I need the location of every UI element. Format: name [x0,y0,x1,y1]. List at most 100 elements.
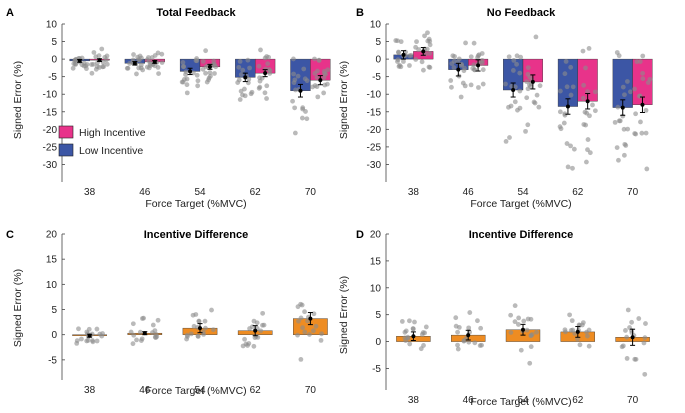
panel-a-participant-dot [323,71,329,77]
panel-b-participant-dot [621,126,627,132]
panel-d-participant-dot [407,318,412,324]
panel-a-participant-dot [89,70,95,76]
panel-b-participant-dot [562,112,568,118]
panel-b-participant-dot [468,54,474,60]
panel-b-participant-dot [568,143,573,149]
panel-a-participant-dot [136,65,142,71]
panel-a-participant-dot [264,83,270,89]
panel-b-participant-dot [413,57,419,62]
panel-d-ytick-label: 20 [370,230,382,241]
panel-a-participant-dot [207,70,213,75]
panel-b-xtick-label: 62 [572,187,584,198]
panel-b-participant-dot [643,107,649,113]
panel-a-mean-marker [77,58,82,63]
panel-b-xlabel: Force Target (%MVC) [470,198,571,210]
panel-b-mean-marker [565,104,570,109]
panel-c-participant-dot [85,338,91,343]
panel-d-participant-dot [585,333,590,339]
panel-a-participant-dot [140,67,146,73]
panel-b-participant-dot [421,67,426,73]
panel-a-participant-dot [195,83,201,89]
panel-a-mean-marker [188,69,193,74]
panel-b-participant-dot [479,57,485,63]
panel-b-title: No Feedback [487,7,556,19]
panel-a-mean-marker [243,75,248,80]
panel-a-ylabel: Signed Error (%) [12,61,24,139]
panel-a-xtick-label: 62 [250,187,262,198]
panel-d-participant-dot [563,329,568,335]
panel-a-participant-dot [103,57,109,63]
panel-c-xtick-label: 70 [305,385,317,396]
panel-a-participant-dot [262,90,268,96]
panel-a-participant-dot [236,64,242,70]
panel-d-participant-dot [624,356,630,361]
panel-a-participant-dot [237,97,243,102]
panel-d-participant-dot [461,338,467,343]
panel-c-ylabel: Signed Error (%) [12,269,24,347]
panel-c-ytick-label: 5 [51,305,57,316]
panel-a-participant-dot [200,59,206,64]
panel-d-participant-dot [453,315,459,321]
panel-a-participant-dot [302,76,308,82]
panel-b-participant-dot [562,71,568,77]
panel-c-participant-dot [251,318,257,324]
panel-a-participant-dot [93,66,99,72]
panel-c-participant-dot [249,324,255,330]
panel-a-participant-dot [267,71,273,76]
panel-a-mean-marker [298,88,303,93]
panel-b-mean-marker [456,67,461,72]
panel-c-participant-dot [184,336,190,342]
panel-c-participant-dot [137,329,143,335]
panel-c-participant-dot [153,335,159,341]
panel-b-participant-dot [615,104,621,110]
panel-d-participant-dot [403,328,409,334]
panel-b-ytick-label: -10 [367,90,382,101]
panel-a-participant-dot [84,66,89,72]
panel-a-participant-dot [90,61,96,67]
panel-a-participant-dot [144,57,150,63]
panel-c-participant-dot [300,325,305,331]
panel-c-participant-dot [130,341,136,347]
panel-b-participant-dot [536,104,542,110]
panel-c-mean-marker [308,316,313,321]
panel-d-participant-dot [512,319,518,325]
panel-b-participant-dot [471,40,477,46]
panel-b-participant-dot [503,81,508,87]
panel-d-mean-marker [521,327,525,332]
panel-d-participant-dot [623,328,628,333]
panel-a-participant-dot [184,90,190,96]
panel-a-participant-dot [127,61,132,66]
panel-c-participant-dot [258,328,264,334]
panel-d-participant-dot [625,307,631,313]
panel-d-participant-dot [643,321,648,326]
panel-a-participant-dot [249,89,255,95]
panel-a-title: Total Feedback [156,7,236,19]
panel-c-participant-dot [138,338,144,344]
panel-d-participant-dot [512,303,518,309]
panel-a-participant-dot [194,56,200,61]
panel-b-participant-dot [639,130,645,136]
panel-a-participant-dot [134,71,139,77]
panel-a-xtick-label: 70 [305,187,317,198]
panel-d-mean-marker [466,333,471,338]
panel-c-xtick-label: 62 [250,385,262,396]
panel-d-participant-dot [518,347,524,353]
panel-b-participant-dot [463,40,468,46]
panel-b-participant-dot [563,59,569,64]
panel-b-participant-dot [564,84,570,90]
panel-b-participant-dot [584,159,589,165]
panel-d-ylabel: Signed Error (%) [338,276,350,354]
panel-a-participant-dot [292,130,298,136]
panel-d-xtick-label: 54 [517,395,529,406]
panel-a-participant-dot [263,66,269,72]
panel-b-participant-dot [640,76,646,82]
panel-d-participant-dot [584,329,589,335]
panel-b-participant-dot [396,50,401,55]
panel-d-participant-dot [478,325,484,331]
panel-b: B No Feedback Force Target (%MVC) Signed… [338,7,653,210]
panel-b-participant-dot [580,95,586,101]
panel-b-participant-dot [419,59,425,65]
panel-c: C Incentive Difference Force Target (%MV… [6,229,328,397]
panel-b-participant-dot [570,165,575,171]
